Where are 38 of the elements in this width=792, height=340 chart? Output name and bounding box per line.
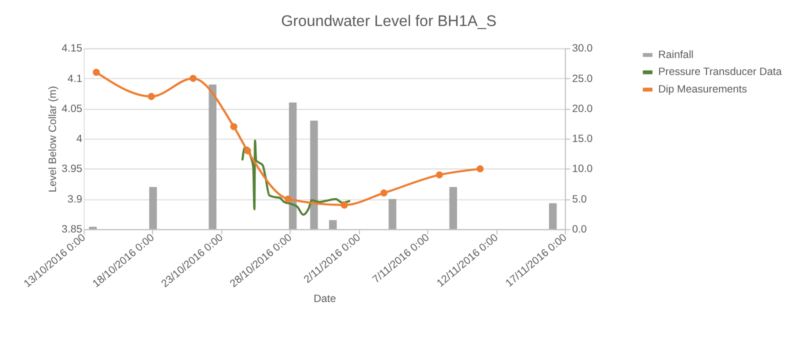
y2-tick-label: 20.0 <box>572 102 593 115</box>
bar <box>288 102 297 230</box>
bar <box>310 120 318 230</box>
point <box>340 201 348 209</box>
legend-label: Pressure Transducer Data <box>658 66 782 78</box>
point <box>380 189 388 197</box>
y2-tick-label: 15.0 <box>572 133 593 146</box>
y2-tick-label: 30.0 <box>572 42 593 55</box>
bar <box>549 203 557 230</box>
chart-title: Groundwater Level for BH1A_S <box>281 13 496 30</box>
bar <box>388 199 396 230</box>
point <box>92 68 100 76</box>
y-tick-label: 4.15 <box>62 42 82 55</box>
bar <box>449 186 458 230</box>
y-axis-title: Level Below Collar (m) <box>46 86 59 192</box>
y-tick-label: 3.95 <box>62 163 82 176</box>
bar <box>329 220 337 230</box>
legend-label: Dip Measurements <box>658 84 748 96</box>
bar <box>149 186 157 230</box>
point <box>476 165 484 172</box>
legend-label: Rainfall <box>658 48 694 61</box>
y-tick-label: 4.1 <box>68 72 82 85</box>
y2-tick-label: 5.0 <box>572 193 587 206</box>
point <box>148 92 155 100</box>
point <box>230 123 238 130</box>
x-axis-title: Date <box>314 292 336 305</box>
point <box>436 171 444 178</box>
y2-tick-label: 0.0 <box>572 224 587 236</box>
y-tick-label: 4.05 <box>62 102 82 115</box>
y2-tick-label: 10.0 <box>572 163 593 176</box>
y-tick-label: 4 <box>76 133 82 146</box>
point <box>190 74 197 82</box>
y2-tick-label: 25.0 <box>572 72 593 85</box>
point <box>244 147 252 154</box>
line-series <box>241 139 352 216</box>
y-tick-label: 3.9 <box>68 193 82 206</box>
point <box>284 195 292 203</box>
bar <box>208 84 216 230</box>
